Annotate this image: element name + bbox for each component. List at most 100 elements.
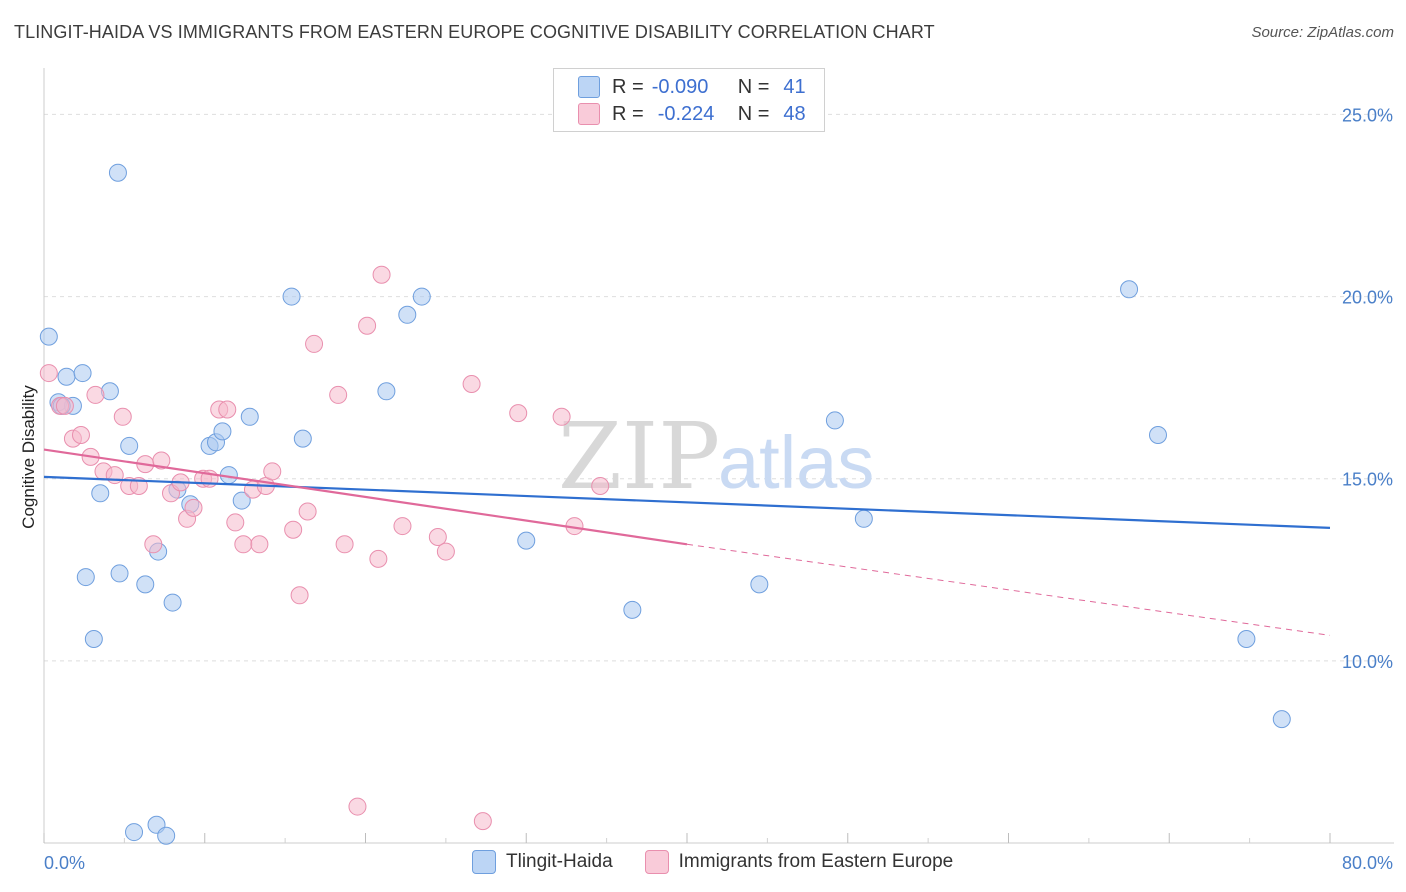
legend-r-value: -0.090 <box>651 75 709 98</box>
series-legend: Tlingit-Haida Immigrants from Eastern Eu… <box>472 850 985 874</box>
point-immigrants-eastern-europe <box>144 535 163 554</box>
legend-swatch-tlingit <box>578 76 600 98</box>
point-tlingit-haida <box>240 407 259 426</box>
point-immigrants-eastern-europe <box>113 407 132 426</box>
point-immigrants-eastern-europe <box>462 375 481 393</box>
y-tick-label: 25.0% <box>1342 105 1393 125</box>
legend-r-label: R = <box>612 102 644 125</box>
point-tlingit-haida <box>120 436 139 455</box>
point-immigrants-eastern-europe <box>86 385 105 404</box>
point-tlingit-haida <box>125 823 144 842</box>
point-immigrants-eastern-europe <box>436 542 455 561</box>
point-tlingit-haida <box>825 411 844 430</box>
x-tick-labels: 0.0% 80.0% <box>44 853 1393 873</box>
point-tlingit-haida <box>412 287 431 306</box>
point-tlingit-haida <box>293 429 312 448</box>
watermark-zip: ZIP <box>558 403 720 510</box>
point-tlingit-haida <box>157 826 176 845</box>
point-tlingit-haida <box>213 422 232 441</box>
point-immigrants-eastern-europe <box>428 528 447 546</box>
point-immigrants-eastern-europe <box>234 535 253 554</box>
point-tlingit-haida <box>110 564 129 583</box>
legend-r-label: R = <box>612 75 644 98</box>
point-tlingit-haida <box>232 491 251 510</box>
y-tick-label: 15.0% <box>1342 470 1393 490</box>
point-immigrants-eastern-europe <box>369 549 388 568</box>
point-immigrants-eastern-europe <box>71 426 90 444</box>
point-tlingit-haida <box>39 327 58 346</box>
point-tlingit-haida <box>84 630 103 648</box>
point-tlingit-haida <box>1148 426 1167 444</box>
trend-tlingit-haida <box>43 475 1331 529</box>
point-tlingit-haida <box>1120 280 1139 299</box>
point-immigrants-eastern-europe <box>305 334 324 353</box>
point-immigrants-eastern-europe <box>348 797 367 816</box>
correlation-legend: R = -0.090 N = 41 R = -0.224 N = 48 <box>553 68 825 132</box>
data-points <box>39 163 1291 845</box>
point-immigrants-eastern-europe <box>335 535 354 554</box>
point-immigrants-eastern-europe <box>39 364 58 383</box>
legend-row-tlingit: R = -0.090 N = 41 <box>554 74 806 100</box>
point-tlingit-haida <box>163 593 182 612</box>
point-immigrants-eastern-europe <box>358 316 377 335</box>
legend-r-value: -0.224 <box>657 102 715 125</box>
gridlines <box>44 113 1394 662</box>
point-immigrants-eastern-europe <box>290 586 309 605</box>
point-tlingit-haida <box>73 364 92 383</box>
point-tlingit-haida <box>136 575 155 594</box>
chart-title: TLINGIT-HAIDA VS IMMIGRANTS FROM EASTERN… <box>14 22 935 42</box>
series-label-immigrants: Immigrants from Eastern Europe <box>678 851 954 872</box>
point-tlingit-haida <box>854 509 873 528</box>
legend-n-label: N = <box>737 102 770 125</box>
legend-n-value: 48 <box>783 102 806 125</box>
legend-n-label: N = <box>737 75 770 98</box>
point-tlingit-haida <box>282 287 301 306</box>
point-immigrants-eastern-europe <box>218 400 237 419</box>
y-tick-labels: 10.0% 15.0% 20.0% 25.0% <box>1342 105 1393 671</box>
point-tlingit-haida <box>517 531 536 550</box>
series-swatch-tlingit <box>472 850 496 874</box>
point-immigrants-eastern-europe <box>263 462 282 481</box>
point-tlingit-haida <box>750 575 769 594</box>
y-axis-title: Cognitive Disability <box>19 385 38 529</box>
trend-extension-immigrants <box>686 543 1331 636</box>
watermark: ZIP atlas <box>558 403 874 510</box>
point-tlingit-haida <box>76 568 95 587</box>
point-immigrants-eastern-europe <box>372 265 391 284</box>
trend-immigrants-eastern-europe <box>43 448 688 546</box>
point-tlingit-haida <box>108 163 127 182</box>
point-immigrants-eastern-europe <box>552 407 571 426</box>
watermark-atlas: atlas <box>718 421 874 504</box>
axes <box>43 68 1394 844</box>
point-tlingit-haida <box>1272 710 1291 729</box>
point-immigrants-eastern-europe <box>226 513 245 532</box>
point-immigrants-eastern-europe <box>298 502 317 521</box>
legend-n-value: 41 <box>783 75 806 98</box>
point-immigrants-eastern-europe <box>393 517 412 536</box>
y-tick-label: 10.0% <box>1342 652 1393 672</box>
source-label: Source: ZipAtlas.com <box>1251 24 1394 41</box>
series-legend-tlingit: Tlingit-Haida <box>472 850 613 874</box>
point-immigrants-eastern-europe <box>509 404 528 423</box>
x-tick-label: 0.0% <box>44 853 85 873</box>
legend-row-immigrants: R = -0.224 N = 48 <box>554 101 806 127</box>
point-immigrants-eastern-europe <box>284 520 303 539</box>
point-tlingit-haida <box>398 305 417 324</box>
point-tlingit-haida <box>623 600 642 619</box>
point-immigrants-eastern-europe <box>473 812 492 831</box>
point-tlingit-haida <box>57 367 76 386</box>
point-immigrants-eastern-europe <box>152 451 171 470</box>
point-tlingit-haida <box>377 382 396 401</box>
series-legend-immigrants: Immigrants from Eastern Europe <box>644 850 954 874</box>
point-immigrants-eastern-europe <box>329 385 348 404</box>
point-immigrants-eastern-europe <box>250 535 269 554</box>
point-immigrants-eastern-europe <box>591 477 610 495</box>
point-immigrants-eastern-europe <box>184 498 203 517</box>
legend-swatch-immigrants <box>578 103 600 125</box>
trend-lines <box>43 448 1331 636</box>
y-tick-label: 20.0% <box>1342 288 1393 308</box>
point-tlingit-haida <box>91 484 110 503</box>
x-tick-label: 80.0% <box>1342 853 1393 873</box>
point-immigrants-eastern-europe <box>55 396 74 415</box>
